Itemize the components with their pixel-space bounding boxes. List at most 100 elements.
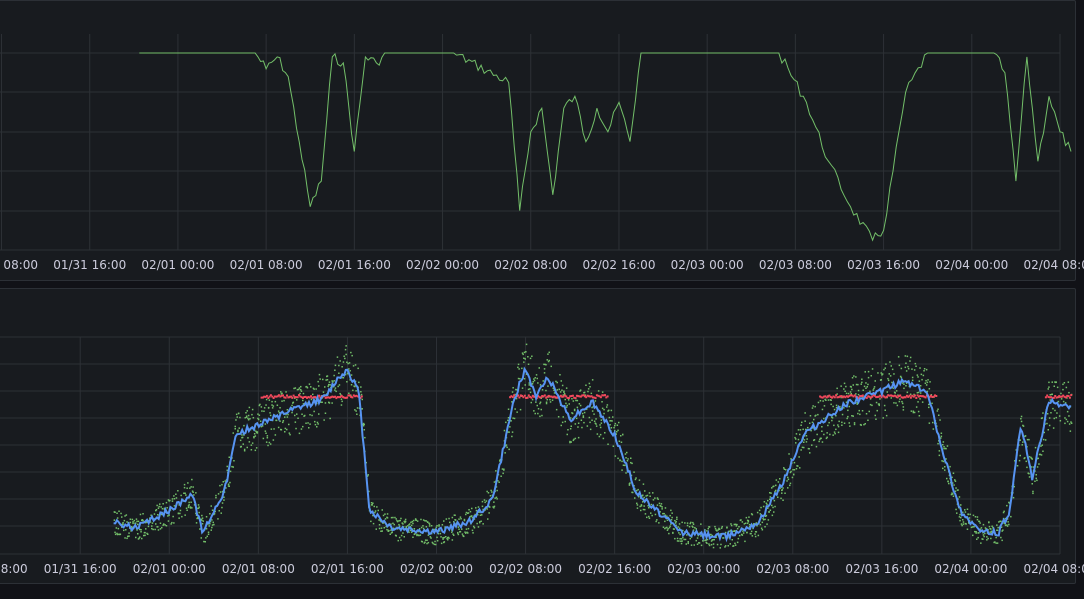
scatter-point bbox=[863, 423, 865, 426]
scatter-point bbox=[211, 526, 213, 529]
scatter-point bbox=[1030, 456, 1032, 459]
scatter-point bbox=[1060, 392, 1062, 395]
scatter-point bbox=[951, 476, 953, 479]
scatter-point bbox=[1042, 412, 1044, 414]
scatter-point bbox=[983, 535, 985, 538]
scatter-point bbox=[585, 384, 587, 386]
scatter-point bbox=[762, 505, 765, 508]
scatter-point bbox=[203, 540, 205, 543]
scatter-point bbox=[545, 364, 547, 366]
scatter-point bbox=[752, 523, 755, 525]
scatter-point bbox=[815, 445, 818, 448]
scatter-point bbox=[817, 413, 819, 416]
scatter-point bbox=[1041, 417, 1043, 419]
scatter-point bbox=[904, 366, 907, 369]
x-tick-label: 02/01 00:00 bbox=[133, 562, 206, 576]
scatter-point-red bbox=[1068, 396, 1071, 399]
scatter-point bbox=[584, 394, 587, 396]
scatter-point bbox=[917, 376, 919, 378]
scatter-point bbox=[310, 398, 313, 401]
scatter-point bbox=[211, 519, 213, 521]
scatter-point bbox=[288, 423, 290, 426]
scatter-point bbox=[893, 373, 895, 375]
scatter-point bbox=[158, 505, 160, 508]
scatter-point-red bbox=[873, 394, 876, 397]
scatter-point-red bbox=[1056, 396, 1059, 399]
scatter-point bbox=[232, 466, 234, 468]
scatter-point bbox=[644, 490, 646, 492]
scatter-point bbox=[426, 521, 429, 523]
scatter-point bbox=[840, 385, 842, 387]
scatter-point bbox=[508, 431, 510, 433]
scatter-point bbox=[524, 358, 526, 360]
scatter-point bbox=[602, 437, 605, 440]
scatter-point bbox=[195, 522, 198, 524]
scatter-point bbox=[523, 351, 526, 354]
scatter-point bbox=[222, 481, 224, 483]
scatter-point bbox=[539, 384, 542, 386]
scatter-point bbox=[738, 534, 741, 537]
scatter-point bbox=[1044, 439, 1047, 441]
scatter-point bbox=[234, 425, 236, 428]
scatter-point bbox=[700, 523, 702, 525]
scatter-point bbox=[856, 402, 858, 404]
scatter-point bbox=[250, 444, 253, 446]
scatter-point bbox=[858, 409, 860, 412]
scatter-point bbox=[284, 427, 287, 430]
scatter-point bbox=[952, 495, 955, 497]
scatter-point bbox=[461, 528, 463, 530]
scatter-point bbox=[734, 523, 737, 526]
scatter-point bbox=[806, 438, 808, 440]
scatter-point-red bbox=[543, 394, 546, 397]
scatter-point bbox=[680, 542, 683, 545]
scatter-point bbox=[614, 424, 616, 427]
scatter-point bbox=[960, 504, 962, 506]
scatter-point-red bbox=[294, 396, 296, 399]
scatter-point bbox=[756, 525, 758, 527]
scatter-point bbox=[1020, 420, 1023, 423]
scatter-point bbox=[853, 423, 856, 426]
scatter-point bbox=[283, 399, 285, 402]
scatter-point bbox=[780, 497, 782, 500]
scatter-point bbox=[690, 544, 693, 546]
scatter-point bbox=[586, 425, 589, 427]
scatter-point bbox=[674, 537, 676, 540]
scatter-point bbox=[909, 393, 912, 395]
scatter-point bbox=[830, 403, 832, 406]
scatter-point bbox=[755, 531, 758, 533]
scatter-point bbox=[560, 380, 562, 382]
scatter-point-red bbox=[820, 396, 823, 399]
scatter-point-red bbox=[860, 395, 863, 397]
scatter-point bbox=[995, 542, 997, 544]
scatter-point bbox=[459, 516, 462, 518]
scatter-point bbox=[150, 514, 152, 516]
scatter-point bbox=[213, 523, 215, 526]
scatter-point bbox=[979, 528, 981, 530]
scatter-point bbox=[137, 523, 139, 526]
x-tick-label: 02/01 16:00 bbox=[318, 258, 391, 272]
scatter-point bbox=[850, 386, 852, 388]
scatter-point-red bbox=[872, 394, 875, 397]
scatter-point bbox=[325, 379, 327, 381]
scatter-point bbox=[868, 410, 870, 413]
scatter-point bbox=[128, 532, 130, 534]
scatter-point bbox=[1012, 496, 1015, 499]
scatter-point bbox=[507, 408, 510, 410]
scatter-point bbox=[578, 403, 581, 405]
scatter-point bbox=[804, 420, 806, 422]
scatter-point bbox=[1056, 412, 1058, 414]
scatter-point bbox=[269, 412, 271, 414]
scatter-point-red bbox=[934, 394, 936, 397]
scatter-point bbox=[941, 460, 943, 462]
scatter-point bbox=[898, 400, 901, 403]
scatter-point bbox=[284, 416, 286, 418]
scatter-point bbox=[900, 367, 903, 370]
scatter-point bbox=[816, 433, 818, 436]
scatter-point-red bbox=[836, 396, 839, 399]
scatter-point bbox=[881, 373, 884, 375]
scatter-point bbox=[831, 419, 833, 422]
scatter-point-red bbox=[578, 395, 581, 398]
scatter-point bbox=[559, 391, 562, 393]
scatter-point bbox=[648, 507, 650, 509]
scatter-point-red bbox=[269, 394, 272, 397]
